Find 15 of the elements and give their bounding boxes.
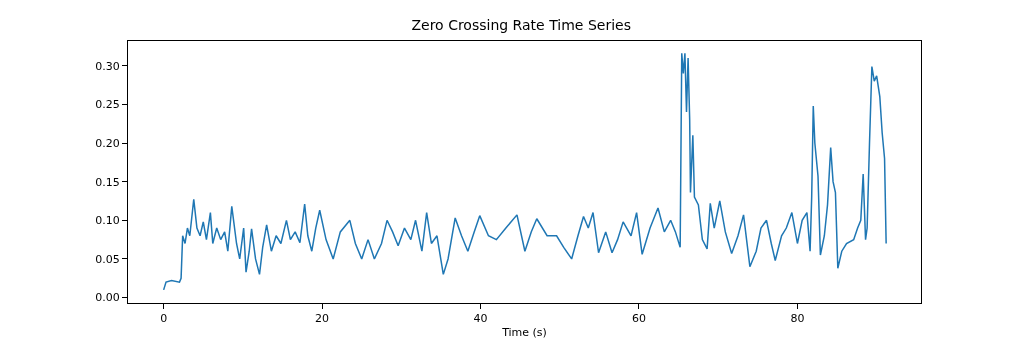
y-tick-label: 0.20 [95, 136, 120, 150]
x-tick-label: 80 [790, 312, 805, 326]
y-tick-label: 0.30 [95, 59, 120, 73]
x-tick-label: 40 [473, 312, 488, 326]
y-tick-label: 0.05 [95, 252, 120, 266]
x-tick-label: 20 [315, 312, 330, 326]
x-tick-label: 0 [160, 312, 168, 326]
chart-title: Zero Crossing Rate Time Series [411, 17, 631, 34]
y-tick-label: 0.00 [95, 291, 120, 305]
y-tick-label: 0.10 [95, 214, 120, 228]
x-tick-label: 60 [631, 312, 646, 326]
y-tick-label: 0.15 [95, 175, 120, 189]
line-series [162, 52, 887, 291]
x-axis-title: Time (s) [501, 326, 547, 340]
y-tick-label: 0.25 [95, 98, 120, 112]
